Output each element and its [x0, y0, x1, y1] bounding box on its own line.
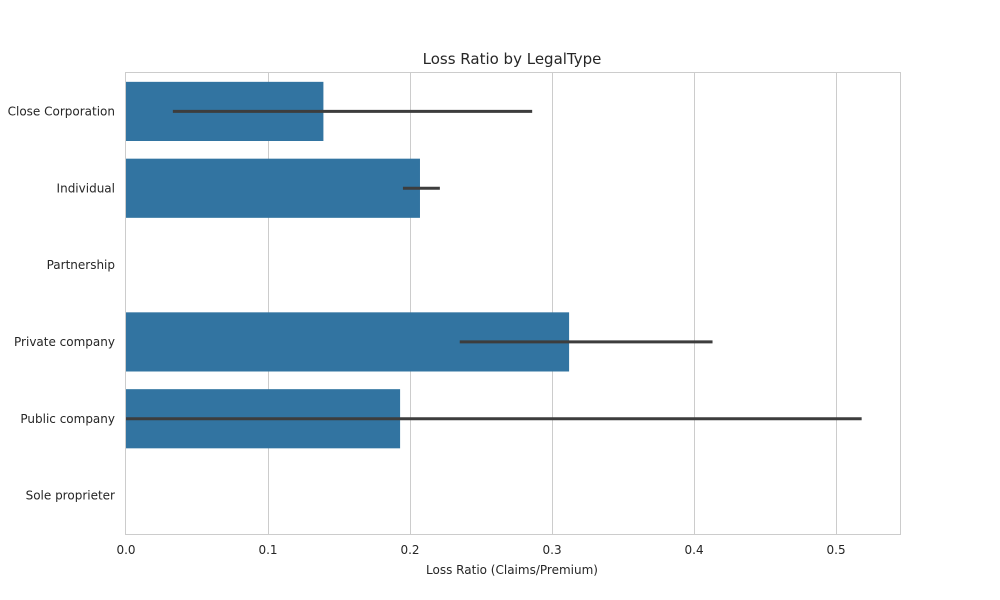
- y-tick-label: Private company: [14, 335, 115, 349]
- chart-title: Loss Ratio by LegalType: [423, 50, 602, 68]
- plot-frame: [125, 72, 901, 535]
- x-tick-label: 0.2: [400, 543, 419, 557]
- y-tick-labels: Close Corporation Individual Partnership Pr…: [8, 104, 115, 502]
- y-tick-label: Public company: [20, 412, 115, 426]
- x-tick-label: 0.5: [827, 543, 846, 557]
- x-tick-label: 0.1: [258, 543, 277, 557]
- x-tick-labels: 0.0 0.1 0.2 0.3 0.4 0.5: [116, 543, 845, 557]
- y-tick-label: Partnership: [47, 258, 115, 272]
- y-tick-label: Individual: [57, 181, 115, 195]
- bar: [126, 158, 420, 218]
- gridlines: [268, 73, 837, 534]
- x-tick-label: 0.0: [116, 543, 135, 557]
- x-tick-label: 0.3: [543, 543, 562, 557]
- error-bars: [126, 109, 862, 421]
- x-tick-label: 0.4: [685, 543, 704, 557]
- y-tick-label: Close Corporation: [8, 104, 115, 118]
- bars: [126, 81, 570, 449]
- y-tick-label: Sole proprieter: [26, 489, 115, 503]
- x-axis-label: Loss Ratio (Claims/Premium): [426, 563, 598, 577]
